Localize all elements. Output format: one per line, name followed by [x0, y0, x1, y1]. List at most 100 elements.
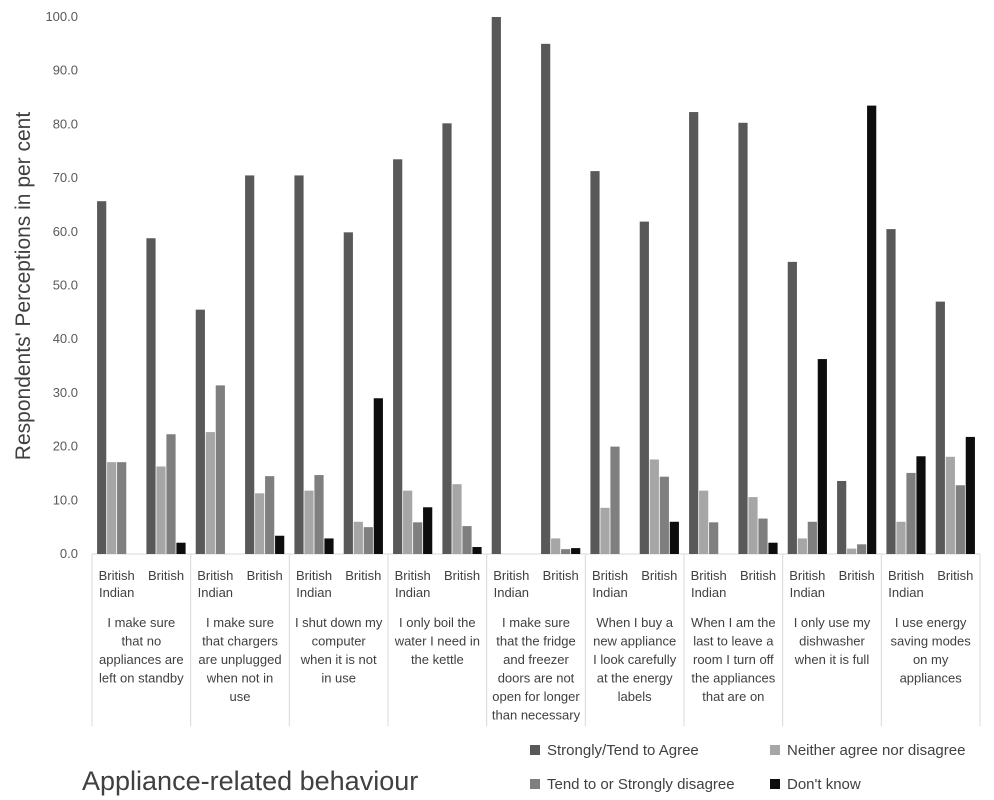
y-tick-label: 80.0 [53, 116, 78, 131]
bar [857, 544, 867, 554]
category-axis-frame [91, 554, 981, 726]
bar [176, 542, 186, 554]
category-label: British [395, 568, 431, 583]
y-tick-label: 20.0 [53, 439, 78, 454]
bar [590, 171, 600, 554]
bar [955, 485, 965, 554]
group-label: when not in [206, 671, 274, 686]
bar [294, 175, 304, 555]
group-label: water I need in [394, 634, 480, 649]
category-label: British [345, 568, 381, 583]
y-tick-label: 10.0 [53, 492, 78, 507]
bar [945, 456, 955, 554]
bar [571, 548, 581, 554]
bar [195, 309, 205, 554]
bar [363, 527, 373, 554]
category-label: British [148, 568, 184, 583]
bar [255, 493, 265, 554]
category-label: British [247, 568, 283, 583]
legend-label: Strongly/Tend to Agree [547, 742, 699, 759]
group-label: dishwasher [799, 634, 865, 649]
legend-swatch [530, 745, 540, 755]
category-label: British [839, 568, 875, 583]
group-label: when it is not [300, 652, 377, 667]
category-labels: British Indian British British Indian British… [99, 568, 974, 600]
bar [97, 201, 107, 554]
bar [659, 476, 669, 554]
bar [709, 522, 719, 554]
bar [413, 522, 423, 554]
category-label: Indian [691, 585, 726, 600]
bar [353, 521, 363, 554]
y-tick-label: 30.0 [53, 385, 78, 400]
category-label: British [937, 568, 973, 583]
group-label: that the fridge [496, 634, 576, 649]
group-label: computer [312, 634, 367, 649]
category-label: British [691, 568, 727, 583]
bar [787, 261, 797, 554]
group-label: doors are not [498, 671, 575, 686]
bar [797, 538, 807, 554]
bar [373, 398, 383, 554]
group-label: When I am the [691, 615, 776, 630]
legend-label: Tend to or Strongly disagree [547, 776, 735, 793]
bar [117, 462, 127, 554]
y-tick-label: 90.0 [53, 63, 78, 78]
bar [807, 521, 817, 554]
bar [393, 159, 403, 554]
category-label: Indian [790, 585, 825, 600]
bar [304, 490, 314, 554]
bar [215, 385, 225, 554]
bar [156, 466, 166, 554]
bar [689, 112, 699, 555]
category-label: British [99, 568, 135, 583]
group-label: that chargers [202, 634, 278, 649]
group-label: last to leave a [693, 634, 774, 649]
group-label: the appliances [691, 671, 775, 686]
y-tick-label: 0.0 [60, 546, 78, 561]
bar [847, 548, 857, 554]
bar [916, 456, 926, 554]
group-label: I look carefully [593, 652, 677, 667]
bar [472, 547, 482, 554]
group-label: I make sure [502, 615, 570, 630]
bar [906, 472, 916, 554]
y-tick-label: 60.0 [53, 224, 78, 239]
group-label: are unplugged [198, 652, 281, 667]
category-label: Indian [494, 585, 529, 600]
bars [97, 17, 975, 555]
category-label: British [296, 568, 332, 583]
group-label: that no [121, 634, 161, 649]
category-label: British [789, 568, 825, 583]
category-label: British [888, 568, 924, 583]
bar [935, 301, 945, 554]
group-label: I use energy [895, 615, 967, 630]
group-label: I make sure [107, 615, 175, 630]
bar [610, 446, 620, 554]
bar [462, 526, 472, 554]
group-label: new appliance [593, 634, 676, 649]
group-label: when it is full [794, 652, 870, 667]
group-label: I only boil the [399, 615, 476, 630]
category-label: Indian [592, 585, 627, 600]
bar [245, 175, 255, 555]
bar [600, 507, 610, 554]
bar [314, 475, 324, 554]
legend-swatch [530, 779, 540, 789]
legend: Strongly/Tend to Agree Neither agree nor … [530, 742, 965, 793]
group-label: the kettle [411, 652, 464, 667]
y-tick-label: 40.0 [53, 331, 78, 346]
bar [423, 507, 433, 554]
y-tick-label: 100.0 [45, 9, 78, 24]
y-tick-label: 70.0 [53, 170, 78, 185]
group-label: left on standby [99, 671, 184, 686]
bar [758, 518, 768, 554]
bar [837, 480, 847, 554]
bar [166, 434, 176, 554]
legend-label: Neither agree nor disagree [787, 742, 965, 759]
legend-swatch [770, 745, 780, 755]
bar [639, 221, 649, 554]
category-label: British [641, 568, 677, 583]
category-label: British [197, 568, 233, 583]
legend-label: Don't know [787, 776, 861, 793]
